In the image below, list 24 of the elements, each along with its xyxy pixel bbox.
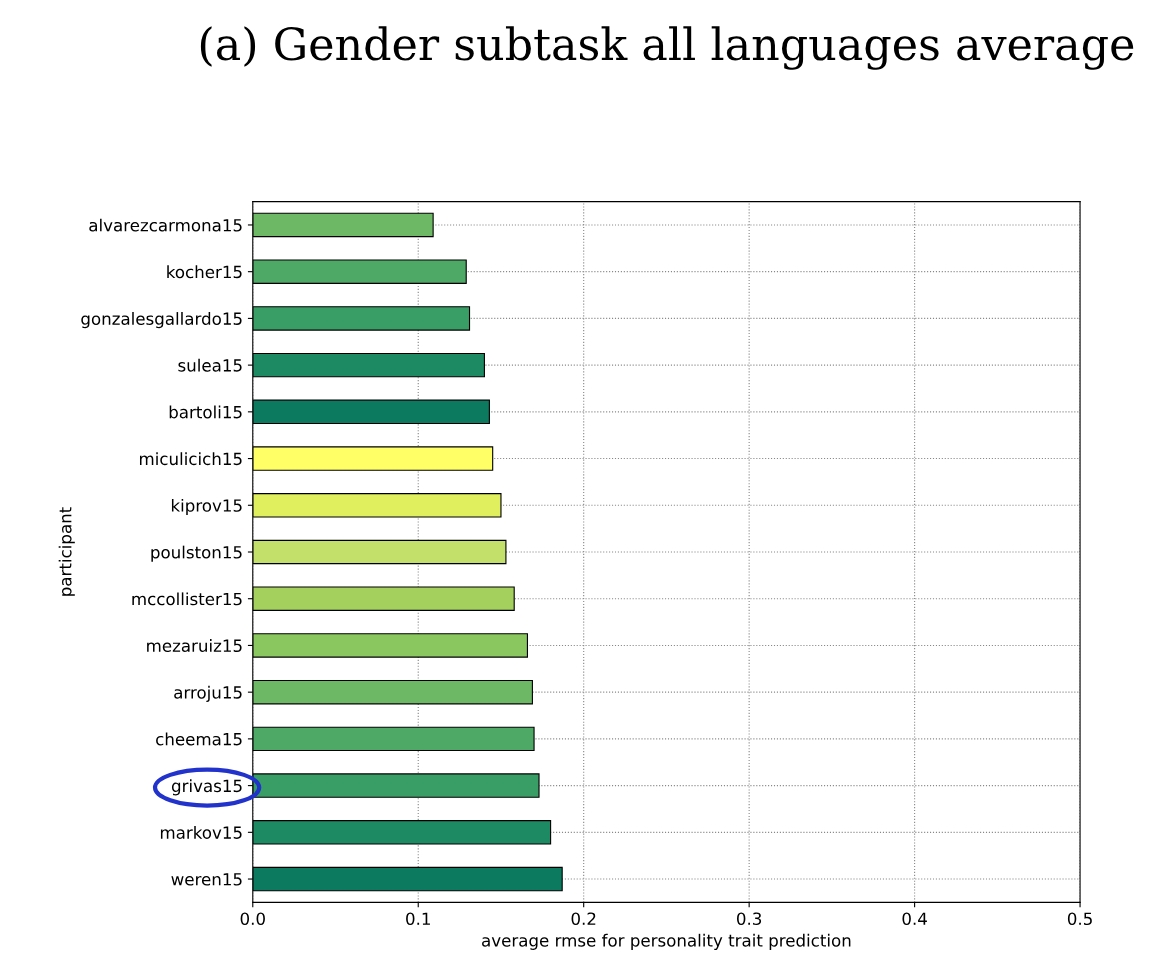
y-tick-label: mezaruiz15 xyxy=(147,639,242,653)
y-tick-label: weren15 xyxy=(171,873,242,886)
y-tick-label: kiprov15 xyxy=(171,498,242,516)
x-tick-label: 0.2 xyxy=(571,912,596,926)
x-tick-label: 0.1 xyxy=(406,912,430,926)
x-axis-title: average rmse for personality trait prediction xyxy=(482,933,851,950)
y-tick-label: bartoli15 xyxy=(169,405,242,419)
y-tick-label: mccollister15 xyxy=(132,592,242,606)
y-tick-label: grivas15 xyxy=(171,779,242,796)
x-tick-label: 0.0 xyxy=(240,912,265,926)
y-tick-label: arroju15 xyxy=(174,685,242,702)
y-tick-label: gonzalesgallardo15 xyxy=(81,312,242,329)
y-tick-label: markov15 xyxy=(160,825,242,839)
y-tick-label: kocher15 xyxy=(167,265,242,279)
x-tick-label: 0.5 xyxy=(1067,912,1092,926)
x-tick-label: 0.3 xyxy=(736,912,762,926)
y-axis-title: participant xyxy=(58,507,75,596)
y-tick-label: poulston15 xyxy=(151,545,242,562)
y-tick-label: sulea15 xyxy=(178,358,242,372)
x-tick-label: 0.4 xyxy=(902,912,927,926)
y-tick-label: cheema15 xyxy=(156,732,242,746)
y-tick-label: miculicich15 xyxy=(139,452,242,466)
y-tick-label: alvarezcarmona15 xyxy=(89,218,242,232)
chart-title: (a) Gender subtask all languages average xyxy=(200,26,1134,70)
